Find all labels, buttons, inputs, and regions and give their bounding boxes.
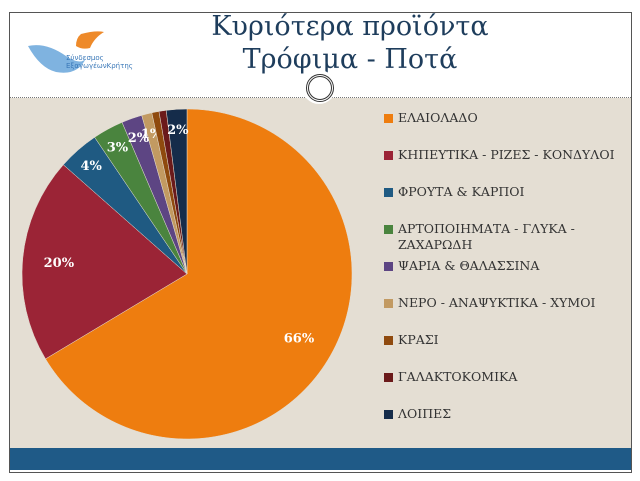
legend-label: ΓΑΛΑΚΤΟΚΟΜΙΚΑ: [398, 369, 518, 384]
data-label: 2%: [167, 123, 189, 138]
data-label: 20%: [44, 256, 75, 271]
legend-label: ΦΡΟΥΤΑ & ΚΑΡΠΟΙ: [398, 184, 525, 199]
data-label: 3%: [107, 141, 129, 156]
legend-swatch: [384, 225, 393, 234]
legend-label: ΚΗΠΕΥΤΙΚΑ - ΡΙΖΕΣ - ΚΟΝΔΥΛΟΙ: [398, 147, 615, 162]
legend-swatch: [384, 151, 393, 160]
data-label: 2%: [128, 131, 150, 146]
legend-swatch: [384, 336, 393, 345]
legend-item: ΕΛΑΙΟΛΑΔΟ: [384, 110, 640, 126]
circle-ornament-icon: [302, 70, 336, 104]
title-line2: Τρόφιμα - Ποτά: [242, 44, 458, 75]
legend-label: ΚΡΑΣΙ: [398, 332, 439, 347]
logo-text: Σύνδεσμος ΕξαγωγέωνΚρήτης: [66, 54, 133, 70]
legend-swatch: [384, 262, 393, 271]
legend-item: ΓΑΛΑΚΤΟΚΟΜΙΚΑ: [384, 369, 640, 385]
legend-item: ΝΕΡΟ - ΑΝΑΨΥΚΤΙΚΑ - ΧΥΜΟΙ: [384, 295, 640, 311]
legend-label: ΛΟΙΠΕΣ: [398, 406, 452, 421]
legend-label: ΑΡΤΟΠΟΙΗΜΑΤΑ - ΓΛΥΚΑ - ΖΑΧΑΡΩΔΗ: [398, 221, 575, 252]
logo-line2: ΕξαγωγέωνΚρήτης: [66, 62, 133, 70]
legend-swatch: [384, 373, 393, 382]
legend-swatch: [384, 410, 393, 419]
data-label: 4%: [80, 159, 102, 174]
legend-swatch: [384, 188, 393, 197]
pie-slice: [21, 164, 188, 360]
title-line1: Κυριότερα προϊόντα: [211, 11, 489, 42]
footer-bar: [10, 448, 631, 470]
logo-icon: [28, 31, 104, 73]
legend-label: ΝΕΡΟ - ΑΝΑΨΥΚΤΙΚΑ - ΧΥΜΟΙ: [398, 295, 596, 310]
legend-item: ΛΟΙΠΕΣ: [384, 406, 640, 422]
legend-item: ΚΡΑΣΙ: [384, 332, 640, 348]
legend-swatch: [384, 299, 393, 308]
legend-item: ΦΡΟΥΤΑ & ΚΑΡΠΟΙ: [384, 184, 640, 200]
page-title: Κυριότερα προϊόντα Τρόφιμα - Ποτά: [150, 10, 550, 76]
legend-label: ΕΛΑΙΟΛΑΔΟ: [398, 110, 478, 125]
pie-slice: [45, 108, 353, 440]
data-label: 66%: [284, 331, 315, 346]
legend-item: ΨΑΡΙΑ & ΘΑΛΑΣΣΙΝΑ: [384, 258, 640, 274]
legend-swatch: [384, 114, 393, 123]
pie-slice: [165, 108, 188, 275]
logo-line1: Σύνδεσμος: [66, 54, 104, 62]
legend-item: ΑΡΤΟΠΟΙΗΜΑΤΑ - ΓΛΥΚΑ - ΖΑΧΑΡΩΔΗ: [384, 221, 640, 253]
legend-label: ΨΑΡΙΑ & ΘΑΛΑΣΣΙΝΑ: [398, 258, 540, 273]
legend-item: ΚΗΠΕΥΤΙΚΑ - ΡΙΖΕΣ - ΚΟΝΔΥΛΟΙ: [384, 147, 640, 163]
